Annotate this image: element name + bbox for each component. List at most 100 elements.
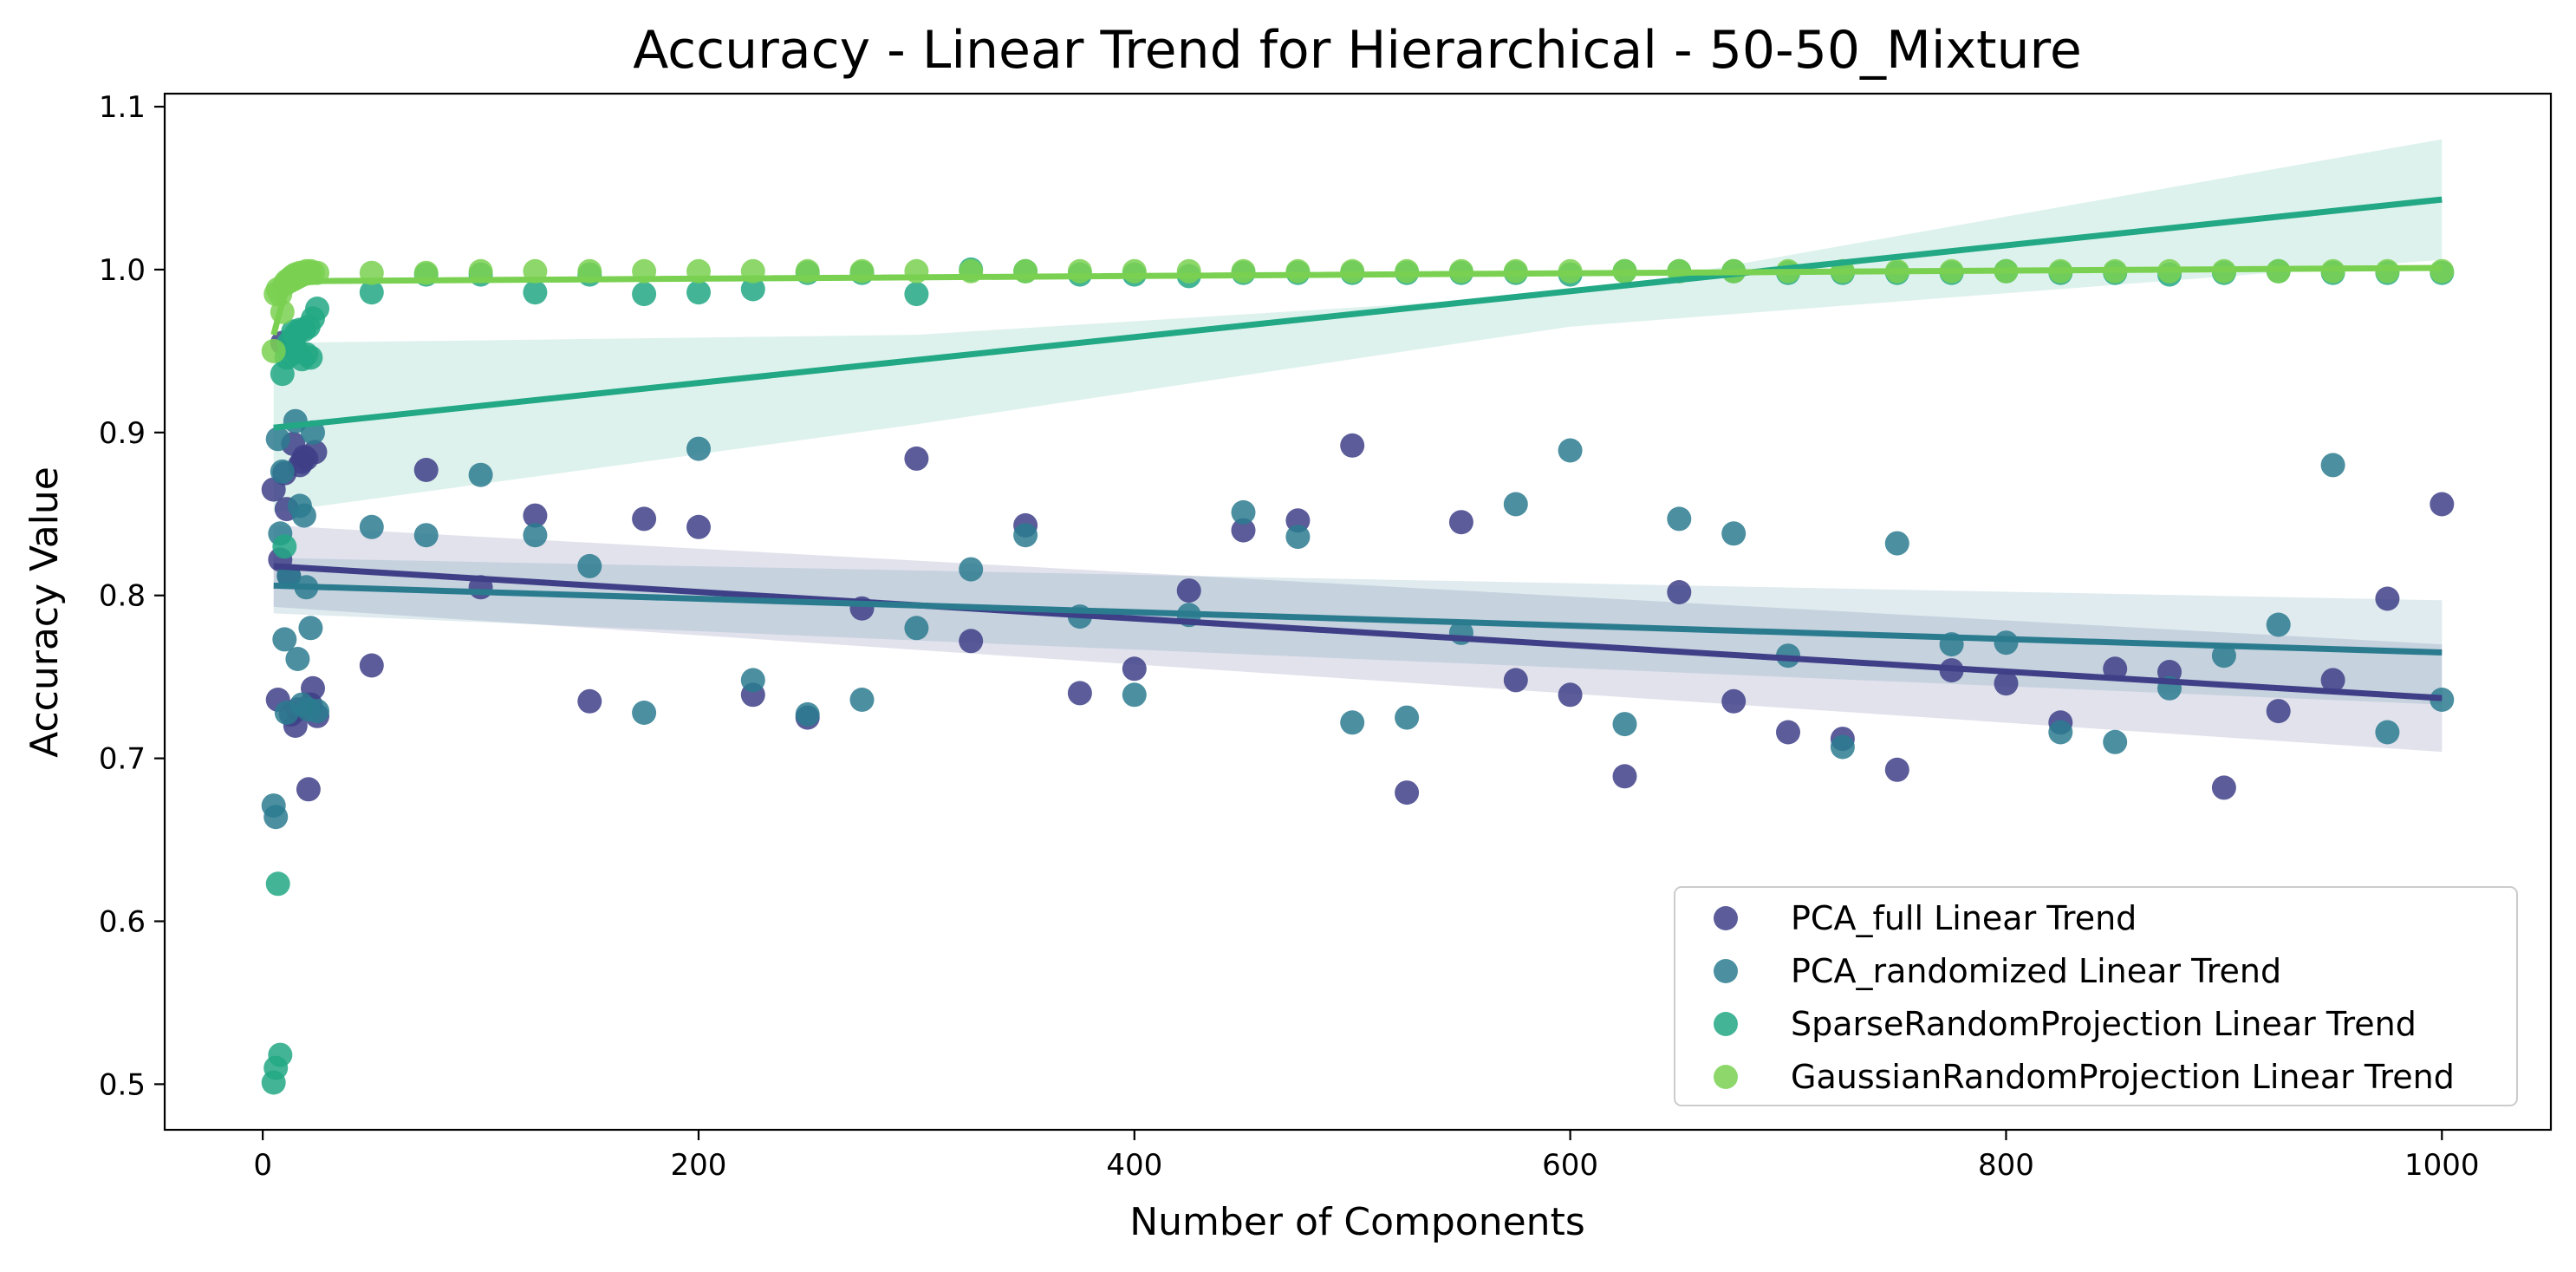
data-point-series-0 [2266,699,2291,724]
data-point-series-0 [413,458,439,482]
data-point-series-0 [577,688,602,714]
data-point-series-1 [2048,720,2073,745]
legend-label: GaussianRandomProjection Linear Trend [1791,1058,2455,1096]
x-tick-label: 200 [671,1148,727,1183]
data-point-series-1 [285,647,310,671]
data-point-series-0 [296,777,321,802]
x-axis-label: Number of Components [1129,1200,1585,1244]
legend-label: SparseRandomProjection Linear Trend [1791,1005,2417,1043]
data-point-series-0 [302,440,328,465]
data-point-series-2 [740,277,765,302]
data-point-series-1 [1721,521,1747,546]
data-point-series-3 [1122,258,1147,284]
data-point-series-1 [413,523,439,548]
data-point-series-0 [686,514,711,539]
data-point-series-0 [1448,510,1473,535]
data-point-series-0 [904,446,929,471]
data-point-series-0 [2430,492,2455,517]
data-point-series-1 [1612,712,1637,737]
data-point-series-1 [795,701,820,727]
data-point-series-1 [1667,506,1692,532]
data-point-series-1 [2375,720,2400,745]
data-point-series-0 [1176,578,1201,603]
data-point-series-1 [1122,682,1147,708]
y-tick-label: 1.0 [99,253,146,288]
y-tick-label: 0.7 [99,742,146,777]
data-point-series-0 [2211,775,2236,800]
data-point-series-1 [632,701,657,725]
legend-label: PCA_randomized Linear Trend [1791,952,2281,990]
y-tick-label: 1.1 [99,90,146,125]
y-tick-label: 0.5 [99,1067,146,1102]
x-tick-label: 0 [253,1148,272,1183]
data-point-series-0 [1231,518,1256,543]
data-point-series-1 [2320,453,2345,478]
y-axis-label: Accuracy Value [23,466,67,758]
legend-marker [1714,1012,1738,1036]
data-point-series-2 [523,280,548,305]
data-point-series-1 [1231,499,1256,525]
data-point-series-1 [272,627,297,652]
data-point-series-2 [268,1042,293,1067]
data-point-series-1 [1558,438,1583,463]
data-point-series-1 [270,459,295,484]
data-point-series-3 [2430,258,2455,284]
data-point-series-1 [468,462,493,487]
data-point-series-1 [2211,643,2236,669]
data-point-series-1 [577,553,602,578]
data-point-series-1 [1340,710,1365,735]
data-point-series-0 [1884,757,1909,782]
y-tick-label: 0.9 [99,416,146,451]
data-point-series-1 [904,616,929,641]
data-point-series-1 [740,668,765,693]
confidence-band-2 [273,139,2443,512]
y-tick-label: 0.6 [99,904,146,939]
data-point-series-0 [523,503,548,528]
data-point-series-2 [265,871,290,897]
x-tick-label: 1000 [2404,1148,2480,1183]
plot-frame [163,92,2553,1132]
data-point-series-1 [2103,729,2128,754]
y-tick-label: 0.8 [99,579,146,614]
data-point-series-0 [1340,433,1365,458]
data-point-series-1 [305,699,329,724]
data-point-series-1 [2430,688,2455,712]
data-point-series-0 [1721,688,1747,714]
data-point-series-1 [1503,492,1528,517]
chart-title: Accuracy - Linear Trend for Hierarchical… [633,20,2082,81]
data-point-series-3 [1285,258,1311,284]
data-point-series-0 [1667,580,1692,604]
trend-line-1 [273,582,2443,656]
data-point-series-0 [1558,682,1583,708]
data-point-series-1 [686,436,711,461]
data-point-series-0 [359,653,384,678]
data-point-series-3 [261,338,286,363]
data-point-series-1 [1013,523,1038,548]
data-point-series-1 [2266,612,2291,637]
x-tick-label: 600 [1542,1148,1598,1183]
data-point-series-2 [272,534,297,559]
data-point-series-1 [291,503,316,528]
legend-label: PCA_full Linear Trend [1791,899,2137,937]
data-point-series-1 [959,557,984,582]
x-tick-label: 400 [1106,1148,1162,1183]
data-point-series-0 [1994,671,2019,696]
data-point-series-1 [849,688,875,712]
data-point-series-1 [1395,705,1420,730]
data-point-series-0 [1122,656,1147,682]
data-point-series-1 [1285,525,1311,550]
y-axis-ticks: 0.5 0.6 0.7 0.8 0.9 1.0 1.1 [99,90,165,1102]
legend-marker [1714,959,1738,983]
data-point-series-0 [1067,681,1092,706]
data-point-series-1 [298,616,323,641]
data-point-series-3 [1176,258,1201,284]
data-point-series-1 [263,805,289,830]
data-point-series-2 [686,280,711,305]
data-point-series-2 [305,297,329,321]
data-point-series-1 [1994,630,2019,656]
data-point-series-2 [298,345,323,370]
x-tick-label: 800 [1978,1148,2034,1183]
data-point-series-0 [1395,780,1420,806]
trend-line-2 [273,196,2443,431]
legend-marker [1714,906,1738,930]
